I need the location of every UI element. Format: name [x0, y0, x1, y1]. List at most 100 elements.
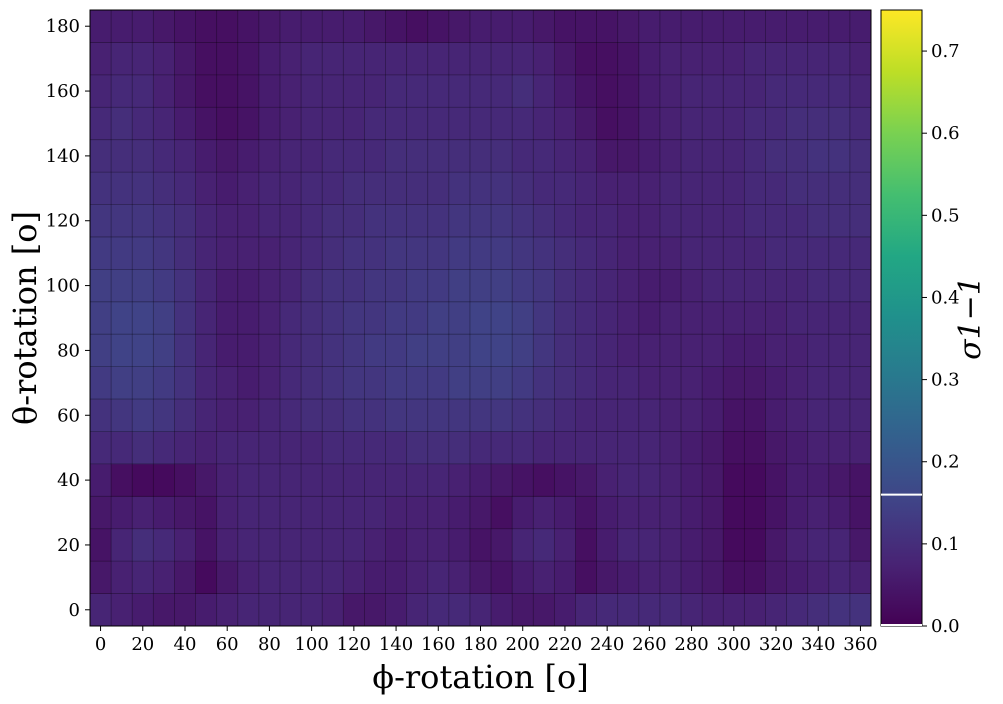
heatmap-cell [322, 593, 344, 627]
heatmap-cell [744, 269, 766, 303]
heatmap-cell [554, 528, 576, 562]
heatmap-cell [491, 334, 513, 368]
heatmap-cell [702, 593, 724, 627]
heatmap-cell [195, 236, 218, 270]
heatmap-cell [512, 463, 534, 497]
heatmap-cell [174, 10, 196, 43]
heatmap-cell [385, 172, 408, 205]
heatmap-cell [195, 139, 218, 173]
heatmap-cell [723, 366, 745, 400]
heatmap-cell [195, 399, 218, 432]
heatmap-cell [385, 139, 408, 173]
heatmap-cell [786, 463, 809, 497]
heatmap-cell [702, 399, 724, 432]
heatmap-cell [659, 528, 682, 562]
heatmap-cell [301, 593, 323, 627]
heatmap-cell [469, 74, 492, 108]
x-tick-label: 240 [590, 634, 624, 655]
heatmap-cell [301, 10, 323, 43]
heatmap-cell [195, 107, 218, 141]
heatmap-cell [216, 496, 239, 530]
heatmap-cell [659, 463, 682, 497]
heatmap-cell [744, 74, 766, 108]
colorbar-tick-label: 0.5 [931, 205, 960, 226]
heatmap-cell [279, 236, 302, 270]
heatmap-cell [322, 236, 344, 270]
heatmap-cell [174, 74, 196, 108]
heatmap-cell [301, 431, 323, 465]
heatmap-cell [427, 463, 450, 497]
heatmap-cell [744, 172, 766, 205]
heatmap-cell [153, 496, 175, 530]
heatmap-cell [723, 561, 745, 594]
heatmap-cell [744, 42, 766, 76]
heatmap-cell [301, 496, 323, 530]
heatmap-cell [216, 172, 239, 205]
heatmap-cell [765, 236, 787, 270]
x-tick-label: 80 [258, 634, 281, 655]
heatmap-cell [765, 366, 787, 400]
heatmap-cell [90, 10, 112, 43]
heatmap-cell [807, 236, 830, 270]
heatmap-cell [364, 10, 386, 43]
y-axis-ticks: 0 20 40 60 80 100 120 140 160 180 [46, 16, 90, 621]
heatmap-cell [617, 236, 640, 270]
heatmap-cell [132, 204, 154, 238]
heatmap-cell [174, 366, 196, 400]
heatmap-cell [512, 301, 534, 335]
heatmap-cell [279, 10, 302, 43]
heatmap-cell [512, 204, 534, 238]
heatmap-cell [617, 269, 640, 303]
heatmap-cell [554, 204, 576, 238]
heatmap-cell [153, 42, 175, 76]
heatmap-cell [533, 366, 555, 400]
heatmap-cell [406, 236, 429, 270]
heatmap-cell [195, 366, 218, 400]
heatmap-cell [174, 431, 196, 465]
heatmap-cell [638, 172, 661, 205]
heatmap-cell [681, 528, 703, 562]
heatmap-cell [153, 366, 175, 400]
heatmap-cell [554, 172, 576, 205]
heatmap-cell [554, 269, 576, 303]
heatmap-cell [216, 593, 239, 627]
heatmap-cell [385, 42, 408, 76]
heatmap-cell [279, 204, 302, 238]
heatmap-cell [659, 172, 682, 205]
heatmap-cell [491, 463, 513, 497]
heatmap-cell [828, 10, 851, 43]
heatmap-cell [765, 10, 787, 43]
heatmap-cell [617, 399, 640, 432]
heatmap-cell [723, 334, 745, 368]
heatmap-cell [786, 172, 809, 205]
heatmap-cell [90, 301, 112, 335]
heatmap-cell [301, 366, 323, 400]
heatmap-cell [322, 561, 344, 594]
heatmap-cell [512, 10, 534, 43]
heatmap-cell [216, 10, 239, 43]
heatmap-cell [406, 204, 429, 238]
heatmap-cell [448, 236, 471, 270]
heatmap-cell [111, 334, 133, 368]
heatmap-cell [681, 269, 703, 303]
heatmap-cell [406, 561, 429, 594]
heatmap-cell [533, 236, 555, 270]
heatmap-cell [681, 204, 703, 238]
heatmap-cell [491, 561, 513, 594]
heatmap-cell [744, 366, 766, 400]
heatmap-cell [786, 496, 809, 530]
heatmap-cell [533, 301, 555, 335]
heatmap-cell [90, 528, 112, 562]
heatmap-cell [301, 204, 323, 238]
heatmap-cell [849, 399, 872, 432]
heatmap-cell [617, 593, 640, 627]
heatmap-cell [533, 593, 555, 627]
heatmap-cell [448, 139, 471, 173]
heatmap-cell [702, 204, 724, 238]
heatmap-cell [638, 204, 661, 238]
heatmap-cell [575, 10, 597, 43]
heatmap-cell [638, 528, 661, 562]
heatmap-cell [469, 301, 492, 335]
heatmap-cell [723, 496, 745, 530]
heatmap-cell [575, 204, 597, 238]
